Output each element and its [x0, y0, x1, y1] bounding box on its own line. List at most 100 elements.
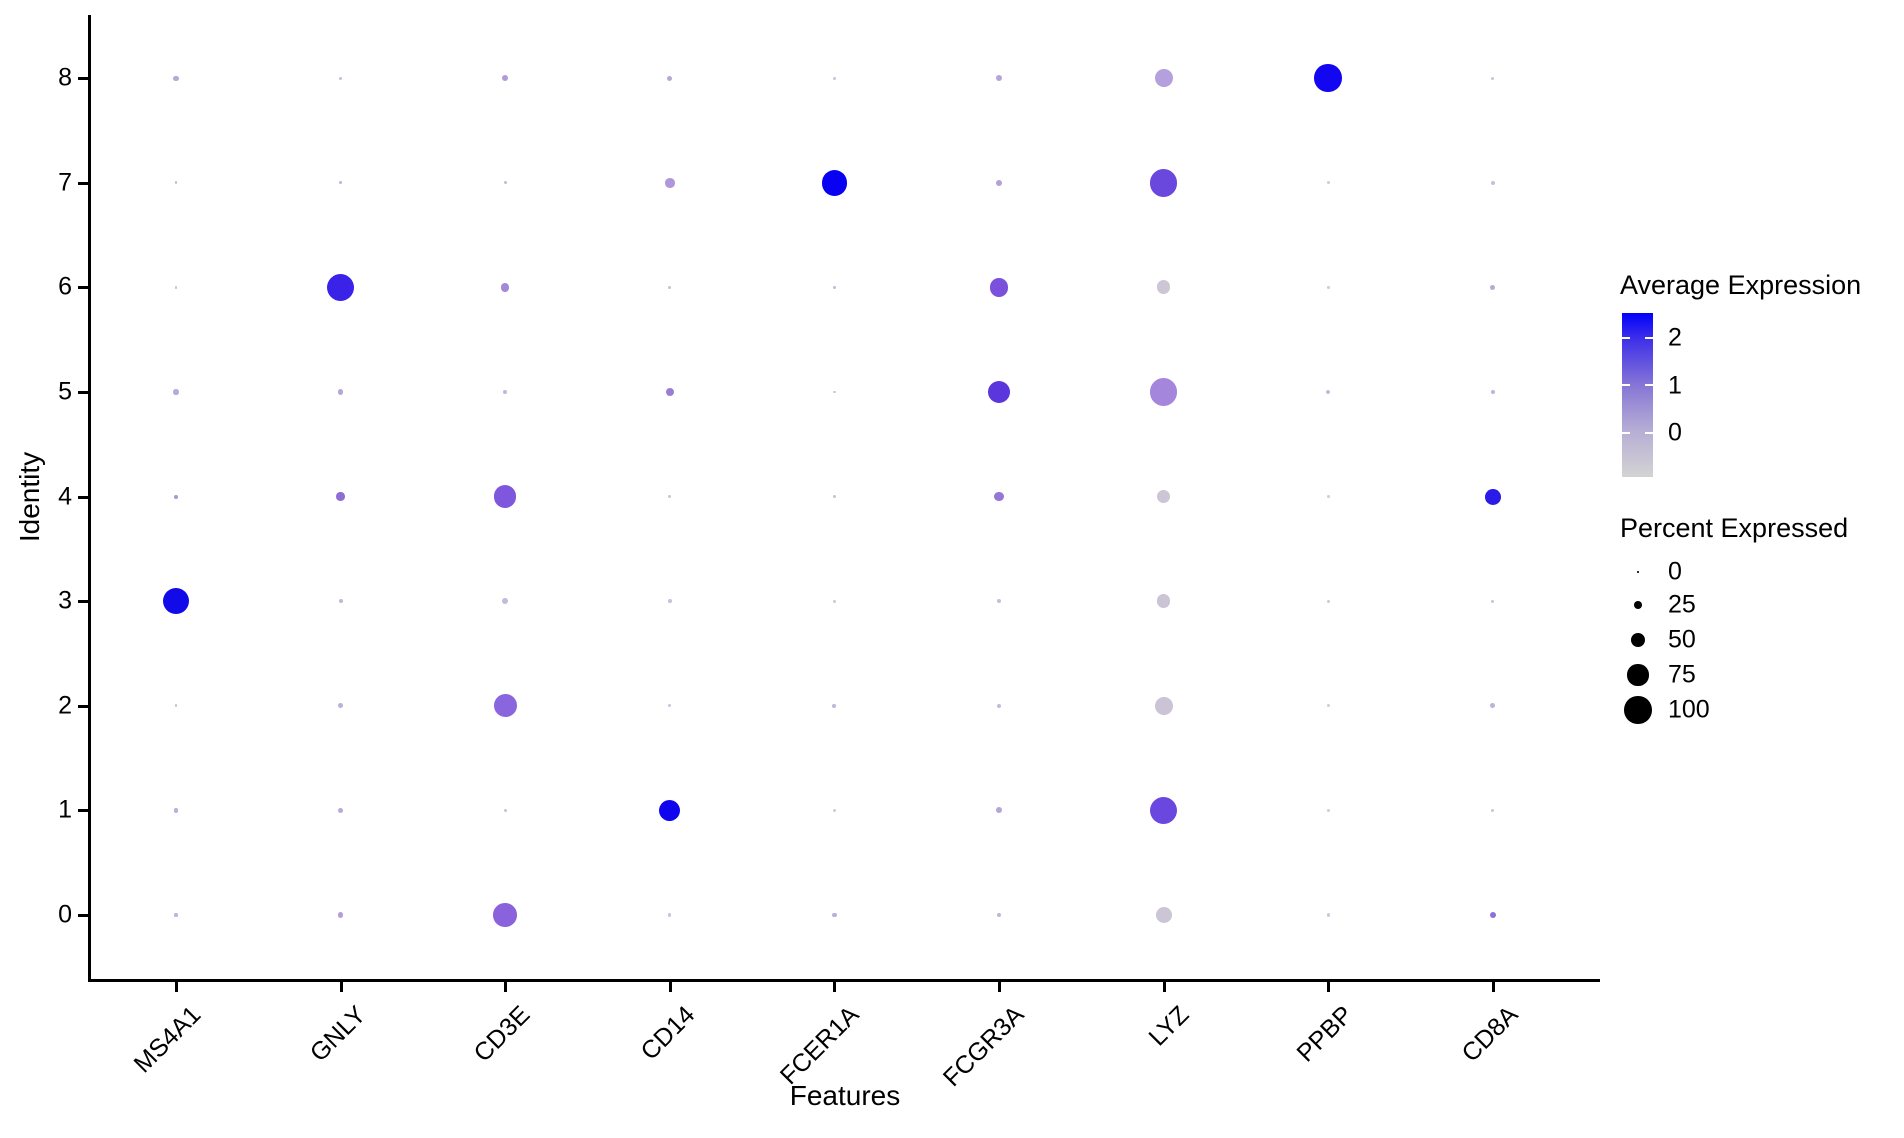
legend-size-dot-50	[1630, 632, 1646, 648]
dot-cd8a-id3	[1491, 599, 1495, 603]
dot-lyz-id4	[1156, 489, 1171, 504]
dot-gnly-id2	[338, 703, 343, 709]
y-tick-label-0: 0	[58, 900, 72, 929]
dot-ms4a1-id1	[173, 808, 179, 813]
y-axis-tick	[78, 286, 88, 290]
dot-gnly-id8	[339, 76, 342, 80]
dot-cd8a-id2	[1490, 703, 1496, 709]
dot-fcer1a-id3	[833, 599, 836, 603]
colorbar-tick	[1622, 432, 1630, 434]
percent-expressed-legend-title: Percent Expressed	[1620, 513, 1849, 543]
dot-cd14-id5	[665, 387, 674, 397]
dot-cd8a-id6	[1490, 284, 1496, 291]
dot-fcgr3a-id8	[995, 75, 1003, 82]
dot-lyz-id0	[1155, 907, 1172, 923]
colorbar-tick	[1622, 337, 1630, 339]
dot-cd14-id3	[667, 599, 672, 604]
dot-ppbp-id6	[1326, 286, 1330, 289]
dot-gnly-id5	[337, 389, 344, 395]
avg-expression-legend-title: Average Expression	[1620, 270, 1862, 300]
dot-fcgr3a-id7	[995, 179, 1003, 186]
dot-cd3e-id7	[503, 181, 507, 185]
y-axis-tick	[78, 495, 88, 499]
x-axis-tick	[504, 982, 508, 992]
dot-fcgr3a-id6	[989, 278, 1009, 297]
y-tick-label-3: 3	[58, 586, 72, 615]
x-axis-tick	[175, 982, 178, 992]
dot-ppbp-id4	[1326, 495, 1330, 498]
dot-ms4a1-id5	[173, 389, 179, 395]
dot-ms4a1-id6	[174, 286, 178, 289]
x-axis-tick	[1327, 982, 1331, 992]
y-tick-label-2: 2	[58, 691, 72, 720]
dot-ms4a1-id7	[174, 181, 178, 185]
dot-lyz-id1	[1149, 796, 1178, 825]
dot-cd3e-id4	[493, 485, 517, 508]
y-tick-label-7: 7	[58, 168, 72, 197]
legend-size-label-50: 50	[1668, 625, 1696, 654]
y-tick-label-6: 6	[58, 272, 72, 301]
avg-expression-tick-label: 2	[1668, 323, 1682, 352]
dot-fcer1a-id0	[832, 912, 837, 918]
dot-ppbp-id5	[1326, 389, 1331, 395]
dot-lyz-id2	[1154, 696, 1173, 715]
y-tick-label-5: 5	[58, 377, 72, 406]
dot-gnly-id3	[338, 599, 343, 604]
dot-cd14-id4	[668, 495, 672, 498]
x-tick-label-ppbp: PPBP	[1291, 1000, 1359, 1068]
dot-lyz-id5	[1149, 378, 1178, 406]
y-axis-tick	[78, 914, 88, 917]
x-axis-tick	[339, 982, 343, 992]
dot-ppbp-id3	[1326, 599, 1330, 603]
x-axis-tick	[1491, 982, 1495, 992]
dot-ppbp-id7	[1326, 181, 1330, 185]
dot-fcer1a-id4	[832, 494, 836, 499]
dot-lyz-id8	[1154, 69, 1173, 88]
legend-size-dot-25	[1633, 600, 1643, 610]
dot-fcer1a-id2	[832, 703, 837, 708]
colorbar-tick	[1622, 384, 1630, 386]
y-axis-tick	[78, 809, 88, 813]
dot-ppbp-id8	[1314, 64, 1342, 92]
x-tick-label-fcgr3a: FCGR3A	[937, 1000, 1030, 1093]
y-tick-label-4: 4	[58, 482, 72, 511]
dot-fcer1a-id8	[833, 76, 836, 80]
dot-fcer1a-id5	[833, 390, 836, 394]
dot-lyz-id7	[1149, 169, 1178, 197]
avg-expression-tick-label: 1	[1668, 371, 1682, 400]
colorbar-tick	[1645, 337, 1653, 339]
dot-ms4a1-id8	[173, 75, 179, 81]
x-tick-label-ms4a1: MS4A1	[128, 1000, 207, 1079]
dot-ms4a1-id4	[173, 494, 178, 499]
dot-cd8a-id4	[1484, 488, 1501, 505]
y-axis-tick	[78, 181, 88, 185]
dot-lyz-id3	[1156, 594, 1171, 609]
legend-size-dot-75	[1627, 664, 1649, 686]
dot-gnly-id6	[326, 273, 355, 302]
dot-gnly-id7	[338, 181, 343, 185]
dot-cd3e-id8	[502, 75, 509, 82]
dot-cd3e-id2	[493, 694, 517, 718]
colorbar-tick	[1645, 384, 1653, 386]
y-tick-label-1: 1	[58, 795, 72, 824]
dot-cd14-id7	[665, 178, 675, 188]
dot-gnly-id1	[337, 807, 344, 814]
dot-ppbp-id0	[1326, 913, 1330, 917]
dot-cd8a-id8	[1491, 76, 1495, 80]
x-axis-line	[88, 979, 1600, 982]
dot-fcgr3a-id3	[996, 599, 1002, 604]
dot-ms4a1-id2	[174, 704, 178, 708]
x-tick-label-lyz: LYZ	[1143, 1000, 1194, 1052]
dot-fcgr3a-id4	[994, 491, 1004, 502]
dot-ms4a1-id0	[174, 913, 178, 917]
y-axis-tick	[78, 391, 88, 394]
avg-expression-colorbar	[1622, 313, 1653, 477]
dot-fcer1a-id6	[832, 285, 836, 289]
dot-fcgr3a-id0	[996, 912, 1001, 917]
legend-size-label-75: 75	[1668, 660, 1696, 689]
dot-cd3e-id6	[500, 283, 510, 292]
x-axis-tick	[668, 982, 672, 992]
dot-cd3e-id1	[503, 808, 507, 812]
x-axis-tick	[1162, 982, 1166, 992]
